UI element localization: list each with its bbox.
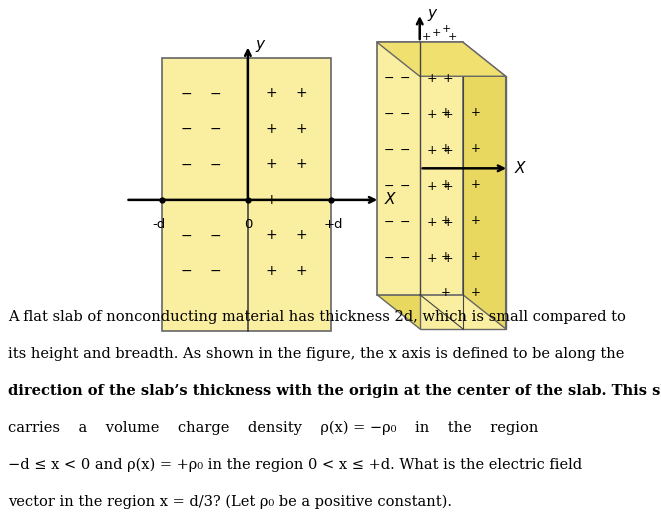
Text: +: + — [441, 142, 450, 155]
Text: +: + — [426, 108, 437, 121]
Text: +: + — [295, 157, 307, 171]
Text: +: + — [295, 122, 307, 136]
Text: y: y — [256, 37, 265, 52]
Text: carries    a    volume    charge    density    ρ(x) = −ρ₀    in    the    region: carries a volume charge density ρ(x) = −… — [8, 421, 538, 436]
Text: +: + — [442, 252, 453, 265]
Polygon shape — [377, 42, 506, 76]
Text: +: + — [426, 252, 437, 265]
Text: X: X — [385, 193, 395, 207]
Text: −: − — [210, 264, 221, 278]
Polygon shape — [420, 76, 506, 329]
Text: +: + — [442, 108, 453, 121]
Text: A flat slab of nonconducting material has thickness 2d, which is small compared : A flat slab of nonconducting material ha… — [8, 310, 626, 324]
Text: −: − — [383, 72, 394, 85]
Text: −d ≤ x < 0 and ρ(x) = +ρ₀ in the region 0 < x ≤ +d. What is the electric field: −d ≤ x < 0 and ρ(x) = +ρ₀ in the region … — [8, 458, 582, 472]
Text: +: + — [442, 24, 451, 34]
Text: −: − — [399, 144, 410, 157]
Text: 0: 0 — [244, 218, 252, 231]
Text: +: + — [471, 250, 481, 263]
Text: −: − — [180, 86, 192, 100]
Text: −: − — [180, 228, 192, 242]
Text: +: + — [426, 180, 437, 193]
Text: −: − — [399, 252, 410, 265]
Text: +: + — [441, 106, 450, 119]
Polygon shape — [377, 42, 463, 295]
Text: −: − — [383, 180, 394, 193]
Text: +: + — [442, 216, 453, 229]
Text: +: + — [471, 106, 481, 119]
Text: +: + — [441, 178, 450, 191]
Text: X: X — [514, 161, 525, 176]
Text: +: + — [422, 32, 431, 42]
Text: +: + — [265, 193, 277, 207]
Text: +: + — [265, 264, 277, 278]
Text: −: − — [210, 193, 221, 207]
Text: +: + — [442, 180, 453, 193]
Text: −: − — [180, 193, 192, 207]
Text: +d: +d — [324, 218, 344, 231]
Bar — [162, 58, 330, 331]
Text: −: − — [383, 108, 394, 121]
Text: −: − — [210, 157, 221, 171]
Text: −: − — [180, 264, 192, 278]
Text: -d: -d — [152, 218, 165, 231]
Text: +: + — [442, 144, 453, 157]
Text: +: + — [442, 72, 453, 85]
Polygon shape — [377, 295, 506, 329]
Text: −: − — [383, 216, 394, 229]
Text: −: − — [383, 252, 394, 265]
Text: +: + — [426, 216, 437, 229]
Text: +: + — [432, 27, 441, 38]
Text: +: + — [471, 286, 481, 299]
Text: −: − — [210, 86, 221, 100]
Text: vector in the region x = d/3? (Let ρ₀ be a positive constant).: vector in the region x = d/3? (Let ρ₀ be… — [8, 495, 452, 509]
Text: its height and breadth. As shown in the figure, the x axis is defined to be alon: its height and breadth. As shown in the … — [8, 347, 624, 361]
Text: +: + — [441, 286, 450, 299]
Text: +: + — [471, 178, 481, 191]
Text: +: + — [448, 32, 457, 42]
Text: +: + — [265, 228, 277, 242]
Text: +: + — [426, 144, 437, 157]
Text: +: + — [441, 214, 450, 227]
Text: +: + — [265, 157, 277, 171]
Text: y: y — [428, 6, 437, 21]
Text: −: − — [383, 144, 394, 157]
Text: +: + — [295, 86, 307, 100]
Text: +: + — [441, 250, 450, 263]
Text: −: − — [180, 122, 192, 136]
Text: −: − — [399, 180, 410, 193]
Text: −: − — [180, 157, 192, 171]
Text: +: + — [265, 86, 277, 100]
Text: +: + — [471, 142, 481, 155]
Text: −: − — [210, 122, 221, 136]
Text: −: − — [210, 228, 221, 242]
Text: +: + — [426, 72, 437, 85]
Text: +: + — [295, 264, 307, 278]
Text: −: − — [399, 108, 410, 121]
Polygon shape — [463, 42, 506, 329]
Text: −: − — [399, 72, 410, 85]
Text: +: + — [295, 228, 307, 242]
Text: +: + — [265, 122, 277, 136]
Text: direction of the slab’s thickness with the origin at the center of the slab. Thi: direction of the slab’s thickness with t… — [8, 384, 661, 398]
Text: −: − — [399, 216, 410, 229]
Text: +: + — [471, 214, 481, 227]
